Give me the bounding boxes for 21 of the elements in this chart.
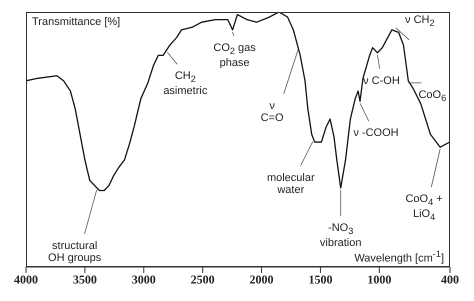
x-tick-label: 1000 [367, 272, 392, 287]
annotation: CoO$_{4}$ + LiO$_{4}$ [404, 193, 444, 224]
annotation: molecular water [266, 172, 316, 196]
x-tick-label: 4000 [14, 272, 38, 287]
annotation: ν CH$_{2}$ [404, 14, 436, 30]
x-tick-label: 2000 [250, 272, 274, 287]
annotation: CH$_{2}$ asimetric [162, 70, 208, 98]
annotation: CO$_{2}$ gas phase [212, 42, 257, 70]
x-axis-title: Wavelength [cm$^{-1}$] [354, 249, 444, 265]
x-tick-label: 2500 [190, 272, 215, 287]
x-tick-label: 3500 [72, 272, 97, 287]
annotation: ν C=O [260, 100, 285, 124]
x-tick-label: 400 [441, 272, 459, 287]
annotation: ν -COOH [352, 127, 400, 140]
annotation: CoO$_{6}$ [417, 88, 448, 104]
annotation: ν C-OH [362, 74, 401, 87]
y-axis-title: Transmittance [%] [32, 16, 120, 28]
x-tick-label: 1500 [308, 272, 332, 287]
annotation: -NO$_{3}$ vibration [318, 222, 362, 250]
x-tick-label: 3000 [132, 272, 156, 287]
annotation: structural OH groups [47, 240, 102, 264]
